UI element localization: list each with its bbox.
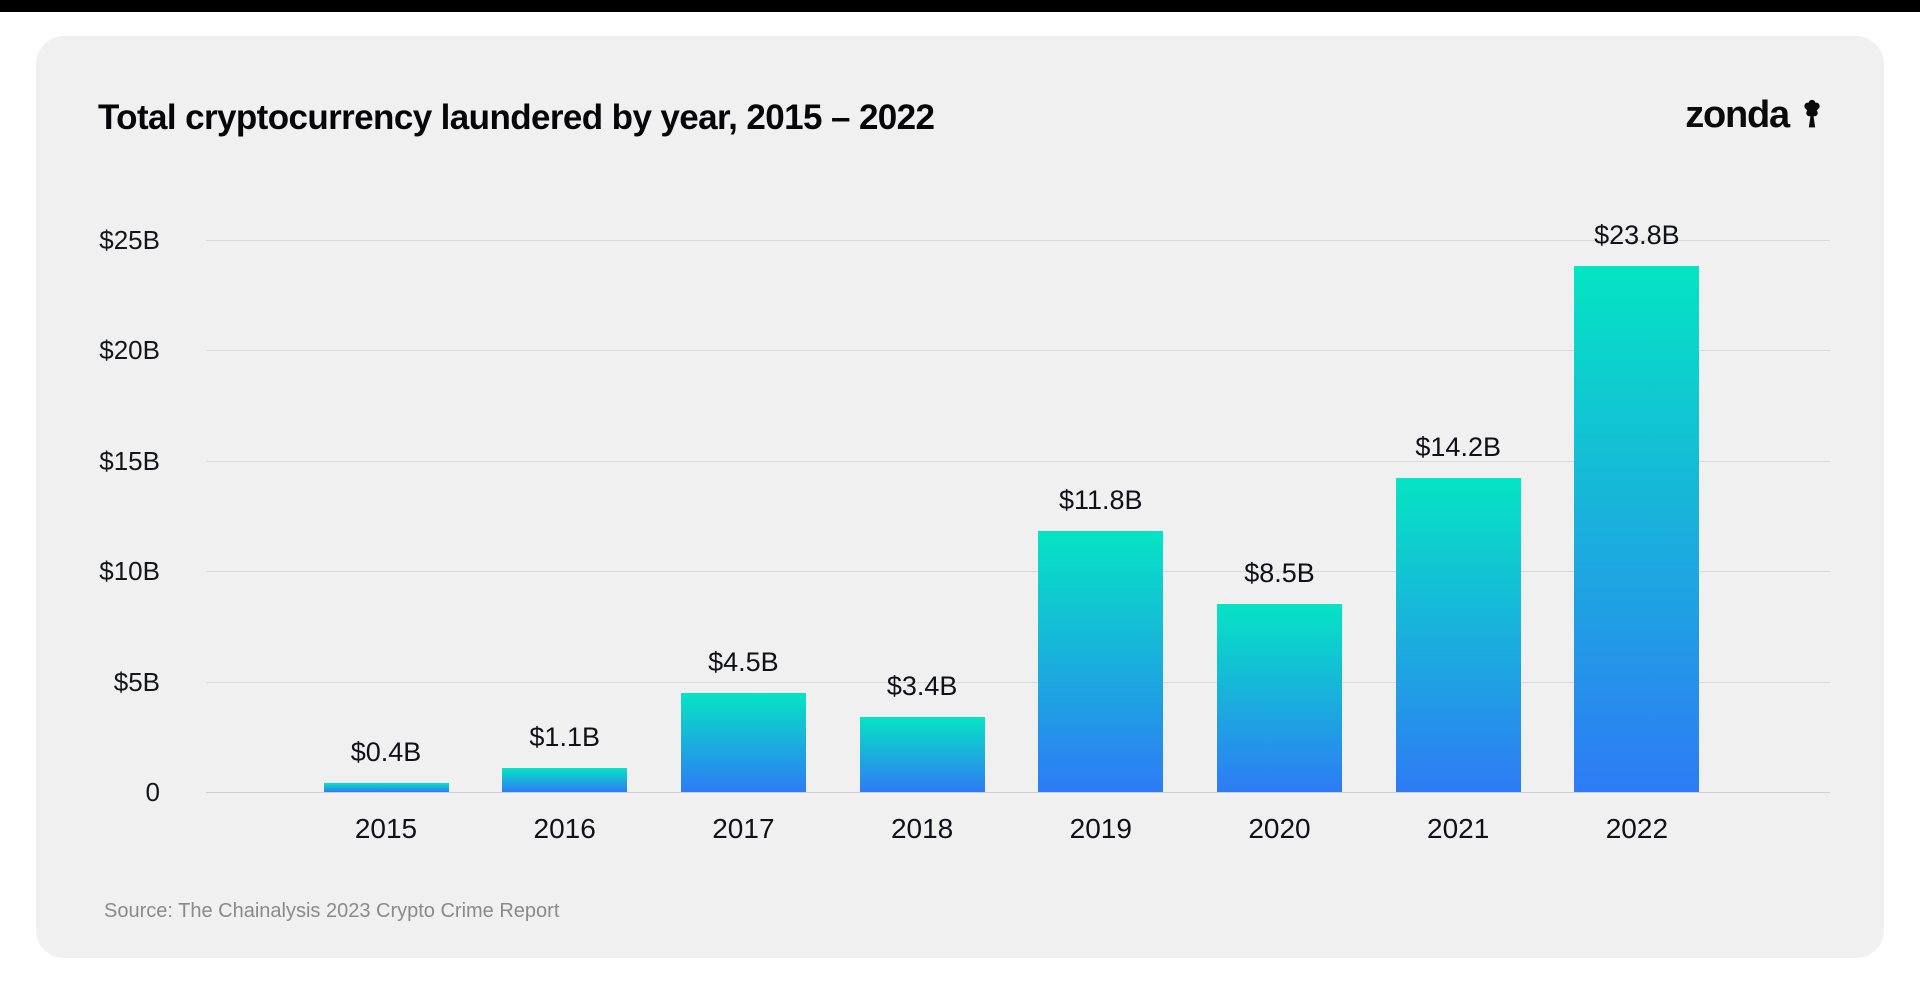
bar-value-label-2017: $4.5B [708,646,779,677]
source-note: Source: The Chainalysis 2023 Crypto Crim… [104,900,560,922]
zonda-logo: zonda [1685,96,1830,134]
bar-2015 [323,783,449,792]
bar-value-label-2016: $1.1B [529,721,600,752]
bar-value-label-2019: $11.8B [1059,485,1143,516]
gridline-15B [206,460,1830,462]
x-axis-tick-label-2021: 2021 [1427,813,1490,844]
bar-value-label-2020: $8.5B [1244,558,1315,589]
bar-2017 [680,692,806,792]
bar-2021 [1395,478,1521,792]
zonda-tree-icon [1794,97,1830,133]
y-axis-tick-label: $5B [113,666,160,697]
bar-chart: 0 $5B $10B $15B $20B $25B $0.4B 2015 $1.1B 2016 $4… [36,36,1884,958]
bar-2020 [1217,604,1342,792]
y-axis-tick-label: $20B [99,335,160,366]
x-axis-tick-label-2018: 2018 [890,813,954,844]
bar-value-label-2018: $3.4B [886,670,958,701]
y-axis-tick-label: $15B [99,445,160,476]
chart-title: Total cryptocurrency laundered by year, … [98,98,935,137]
bar-2016 [502,767,628,792]
bar-2022 [1574,266,1700,792]
top-strip [0,0,1920,12]
bar-2019 [1038,531,1164,792]
bar-value-label-2015: $0.4B [350,737,422,768]
y-axis-tick-label: 0 [145,777,160,807]
bar-value-label-2021: $14.2B [1415,432,1501,463]
chart-card: Total cryptocurrency laundered by year, … [36,36,1884,958]
gridline-5B [206,681,1830,683]
x-axis-tick-label-2015: 2015 [354,813,418,844]
gridline-10B [206,571,1830,573]
gridline-0 [206,792,1830,793]
bar-2018 [859,716,985,792]
zonda-logo-text: zonda [1685,94,1790,136]
gridline-25B [206,240,1830,241]
x-axis-tick-label-2020: 2020 [1248,813,1311,844]
y-axis-tick-label: $25B [99,225,160,255]
bar-value-label-2022: $23.8B [1594,220,1680,251]
x-axis-tick-label-2022: 2022 [1605,813,1669,844]
gridline-20B [206,350,1830,352]
x-axis-tick-label-2017: 2017 [712,813,775,844]
x-axis-tick-label-2019: 2019 [1069,813,1132,844]
y-axis-tick-label: $10B [99,556,160,587]
x-axis-tick-label-2016: 2016 [533,813,596,844]
